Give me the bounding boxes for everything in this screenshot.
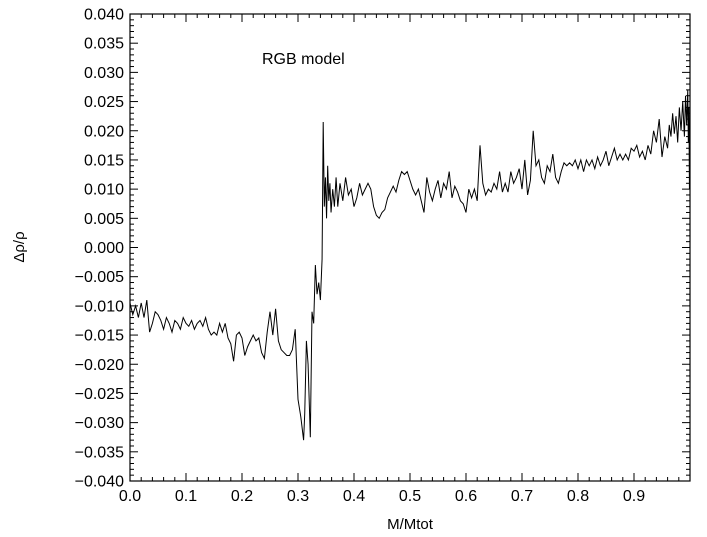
x-tick-label: 0.7 — [511, 488, 533, 505]
y-tick-label: 0.030 — [84, 65, 124, 82]
x-tick-label: 0.6 — [455, 488, 477, 505]
y-tick-label: 0.005 — [84, 211, 124, 228]
y-tick-label: 0.010 — [84, 182, 124, 199]
y-tick-label: −0.020 — [75, 357, 124, 374]
y-tick-labels: 0.040 0.035 0.030 0.025 0.020 0.015 0.010 0.005… — [75, 7, 124, 491]
annotation-label: RGB model — [262, 51, 345, 68]
y-tick-label: −0.005 — [75, 269, 124, 286]
x-tick-label: 0.8 — [567, 488, 589, 505]
y-axis-label: Δρ/ρ — [11, 231, 28, 262]
y-tick-label: 0.035 — [84, 36, 124, 53]
series-line — [129, 89, 691, 441]
y-tick-label: −0.010 — [75, 298, 124, 315]
x-axis-label: M/Mtot — [387, 516, 434, 533]
y-tick-label: −0.025 — [75, 386, 124, 403]
x-tick-label: 0.3 — [287, 488, 309, 505]
x-tick-label: 0.1 — [175, 488, 197, 505]
y-tick-label: 0.040 — [84, 7, 124, 24]
x-tick-labels: 0.0 0.1 0.2 0.3 0.4 0.5 0.6 0.7 0.8 0.9 — [119, 488, 645, 505]
x-tick-label: 0.2 — [231, 488, 253, 505]
y-tick-label: −0.040 — [75, 474, 124, 491]
x-tick-label: 0.5 — [399, 488, 421, 505]
y-tick-label: 0.015 — [84, 152, 124, 169]
plot-frame — [129, 13, 691, 482]
y-tick-label: 0.025 — [84, 94, 124, 111]
x-tick-label: 0.0 — [119, 488, 141, 505]
x-tick-label: 0.4 — [343, 488, 365, 505]
y-tick-label: −0.030 — [75, 415, 124, 432]
y-tick-label: −0.035 — [75, 444, 124, 461]
x-tick-label: 0.9 — [623, 488, 645, 505]
ticks — [129, 13, 691, 482]
y-tick-label: 0.020 — [84, 123, 124, 140]
y-tick-label: −0.015 — [75, 328, 124, 345]
y-tick-label: 0.000 — [84, 240, 124, 257]
